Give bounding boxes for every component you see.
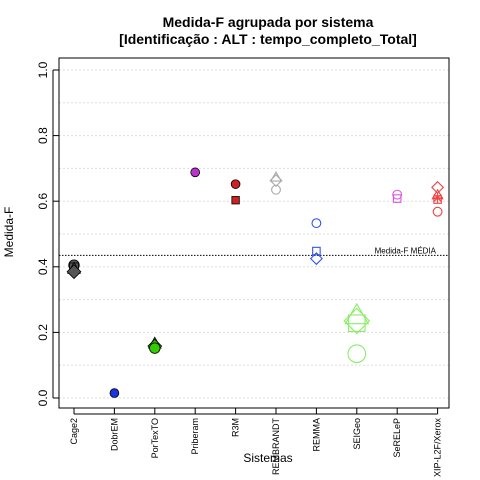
data-point-circle [190, 167, 201, 178]
data-point-circle [109, 388, 120, 398]
data-point-circle [311, 218, 322, 229]
y-axis: 0.0 0.2 0.4 0.6 0.8 1.0 [36, 61, 59, 406]
data-point-triangle [269, 170, 283, 182]
data-points [66, 167, 445, 398]
data-point-square [392, 194, 402, 203]
x-tick-label: DobrEM [109, 418, 119, 451]
chart-subtitle: [Identificação : ALT : tempo_completo_To… [119, 31, 417, 47]
x-tick-label: XIP-L2F/Xerox [433, 418, 443, 478]
x-tick-label: SeRELeP [392, 418, 402, 458]
x-tick-label: PorTexTO [150, 418, 160, 458]
y-tick-label: 0.2 [36, 324, 50, 341]
y-tick-label: 0.4 [36, 258, 50, 275]
data-point-circle [392, 189, 403, 200]
y-tick-label: 0.0 [36, 389, 50, 406]
data-point-circle [230, 179, 241, 189]
reference-line-label: Medida-F MÉDIA [375, 246, 437, 255]
reference-line-group: Medida-F MÉDIA [59, 246, 449, 256]
x-tick-label: Cage2 [69, 418, 79, 445]
data-point-circle [347, 344, 367, 364]
y-tick-label: 1.0 [36, 61, 50, 78]
data-point-square [231, 196, 240, 205]
data-point-circle [271, 184, 281, 195]
plot-frame [58, 57, 450, 409]
x-tick-label: SEIGeo [352, 418, 362, 450]
data-point-square [433, 195, 442, 204]
x-axis: Cage2 DobrEM PorTexTO Priberam R3M REMBRANDT R… [69, 408, 443, 477]
data-point-circle [149, 342, 161, 354]
grid-lines [59, 69, 449, 399]
data-point-square [348, 314, 366, 332]
data-point-diamond [66, 264, 82, 280]
x-tick-label: REMBRANDT [271, 418, 281, 476]
y-axis-label: Medida-F [2, 207, 16, 258]
data-point-diamond [431, 180, 445, 194]
data-point-square [312, 246, 321, 256]
x-axis-label: Sistemas [243, 451, 292, 465]
x-tick-label: REMMA [311, 418, 321, 452]
x-tick-label: R3M [231, 418, 241, 437]
y-tick-label: 0.8 [36, 127, 50, 144]
data-point-diamond [269, 174, 283, 188]
x-tick-label: Priberam [190, 418, 200, 455]
data-point-diamond [309, 252, 323, 266]
data-point-diamond [343, 307, 371, 335]
data-point-circle [432, 206, 443, 217]
y-tick-label: 0.6 [36, 193, 50, 210]
chart-title: Medida-F agrupada por sistema [163, 14, 374, 30]
